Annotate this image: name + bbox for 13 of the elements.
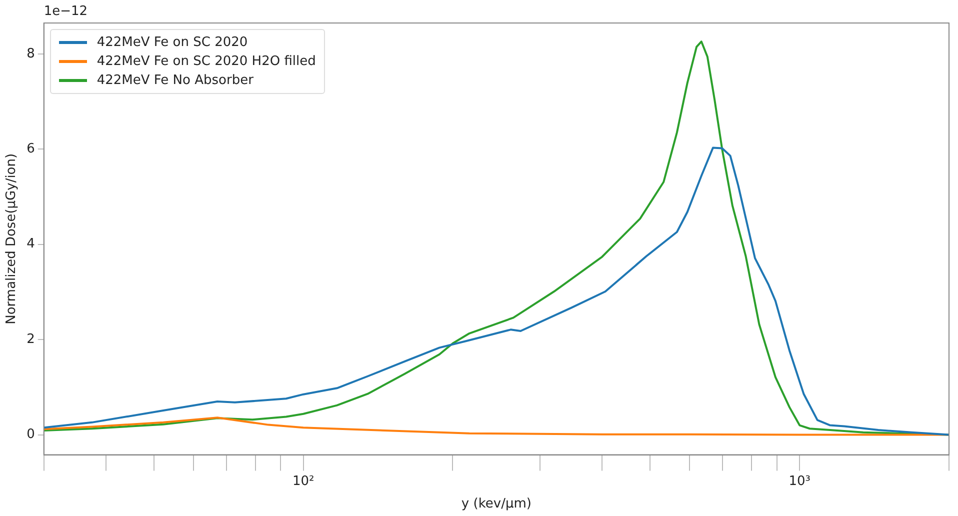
x-tick-label: 10² [292,474,314,489]
x-axis-title: y (kev/µm) [461,496,532,512]
y-tick-label: 4 [26,236,35,252]
y-tick-label: 6 [26,142,35,157]
legend-label: 422MeV Fe No Absorber [96,73,254,88]
y-tick-label: 0 [26,427,35,442]
y-axis-title: Normalized Dose(µGy/ion) [4,153,20,324]
y-tick-label: 8 [26,46,35,62]
text: 1e−12 [44,4,88,19]
x-tick-label: 10³ [788,474,810,489]
legend-label: 422MeV Fe on SC 2020 [96,35,248,50]
y-tick-label: 2 [26,332,35,347]
legend-label: 422MeV Fe on SC 2020 H2O filled [96,54,316,69]
